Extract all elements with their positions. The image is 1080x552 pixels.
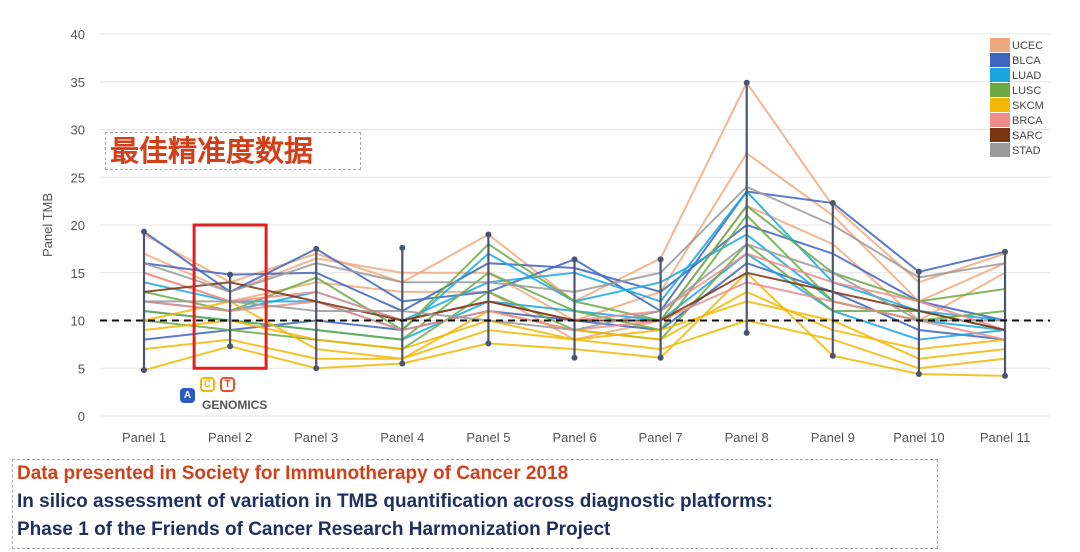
y-tick-label: 5 — [78, 361, 85, 376]
x-tick-label: Panel 10 — [893, 430, 944, 445]
citation-line-2: In silico assessment of variation in TMB… — [17, 491, 773, 512]
y-tick-label: 25 — [71, 170, 85, 185]
legend-swatch — [990, 83, 1010, 97]
range-min-point — [829, 352, 836, 359]
x-tick-label: Panel 8 — [725, 430, 769, 445]
range-min-point — [743, 329, 750, 336]
act-genomics-logo: A C T GENOMICS — [178, 376, 288, 414]
legend-swatch — [990, 128, 1010, 142]
legend-swatch — [990, 98, 1010, 112]
legend-swatch — [990, 53, 1010, 67]
range-max-point — [743, 79, 750, 86]
range-max-point — [915, 268, 922, 275]
legend-label: LUSC — [1012, 85, 1041, 97]
range-min-point — [571, 354, 578, 361]
legend-swatch — [990, 38, 1010, 52]
x-tick-label: Panel 7 — [639, 430, 683, 445]
range-max-point — [829, 200, 836, 207]
legend-swatch — [990, 143, 1010, 157]
range-min-point — [313, 365, 320, 372]
y-axis-label: Panel TMB — [40, 193, 55, 257]
tmb-line-chart: 0 5 10 15 20 25 30 35 40 Panel TMB Panel 1 Panel 2 P… — [40, 27, 1050, 445]
x-tick-label: Panel 11 — [980, 430, 1030, 445]
range-min-point — [657, 354, 664, 361]
range-max-point — [485, 231, 492, 238]
citation-box: Data presented in Society for Immunother… — [12, 459, 938, 549]
logo-letter-t: T — [220, 377, 235, 392]
range-max-point — [657, 256, 664, 263]
range-min-point — [1002, 372, 1008, 379]
legend-label: BRCA — [1012, 115, 1043, 127]
overlay-label: 最佳精准度数据 — [105, 132, 361, 170]
y-tick-label: 20 — [71, 218, 85, 233]
x-tick-label: Panel 6 — [552, 430, 596, 445]
range-min-point — [915, 370, 922, 377]
logo-text: GENOMICS — [202, 398, 268, 412]
range-max-point — [1002, 248, 1008, 255]
legend-label: UCEC — [1012, 40, 1043, 52]
x-tick-label: Panel 1 — [122, 430, 166, 445]
legend-label: SARC — [1012, 130, 1043, 142]
y-tick-label: 0 — [78, 409, 85, 424]
x-tick-label: Panel 2 — [208, 430, 252, 445]
y-tick-label: 10 — [71, 314, 85, 329]
range-max-point — [141, 228, 147, 235]
x-tick-label: Panel 9 — [811, 430, 855, 445]
legend-swatch — [990, 113, 1010, 127]
y-tick-label: 15 — [71, 266, 85, 281]
logo-letter-a: A — [180, 388, 195, 403]
range-max-point — [399, 244, 406, 251]
legend-label: LUAD — [1012, 70, 1041, 82]
x-tick-label: Panel 4 — [380, 430, 424, 445]
range-max-point — [227, 271, 234, 278]
range-max-point — [313, 245, 320, 252]
logo-letter-c: C — [200, 377, 215, 392]
legend-label: BLCA — [1012, 55, 1041, 67]
x-tick-label: Panel 3 — [294, 430, 338, 445]
range-min-point — [227, 343, 234, 350]
y-tick-label: 35 — [71, 75, 85, 90]
range-min-point — [485, 340, 492, 347]
x-tick-label: Panel 5 — [466, 430, 510, 445]
legend-swatch — [990, 68, 1010, 82]
y-tick-label: 40 — [71, 27, 85, 42]
legend-label: STAD — [1012, 145, 1041, 157]
citation-line-1: Data presented in Society for Immunother… — [17, 463, 569, 484]
legend-label: SKCM — [1012, 100, 1044, 112]
range-min-point — [399, 360, 406, 367]
highlight-box — [192, 223, 268, 370]
range-min-point — [141, 367, 147, 374]
y-tick-label: 30 — [71, 123, 85, 138]
citation-line-3: Phase 1 of the Friends of Cancer Researc… — [17, 519, 611, 540]
range-max-point — [571, 256, 578, 263]
